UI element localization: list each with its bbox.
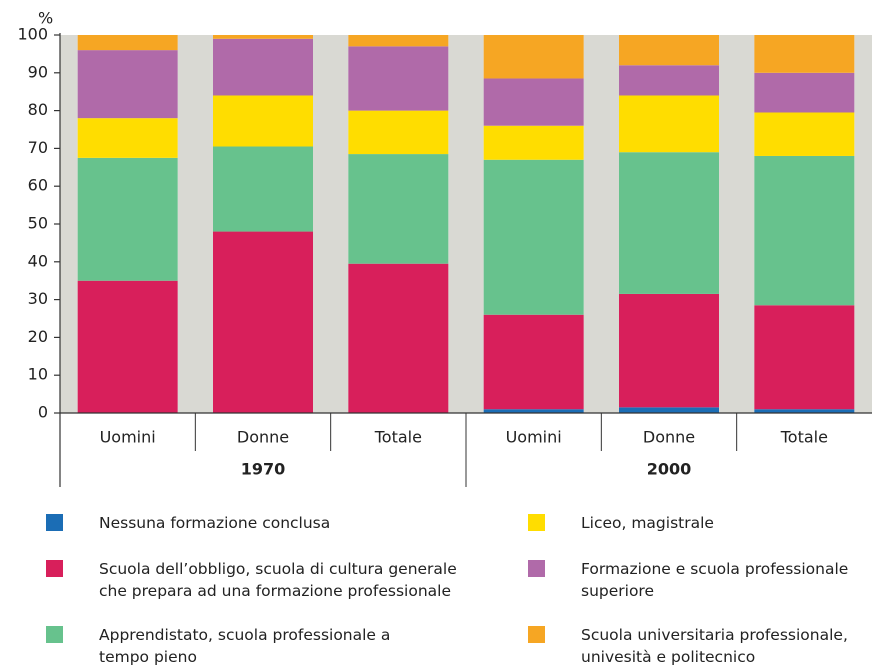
y-tick-label: 20 — [28, 327, 48, 346]
legend-label: Scuola dell’obbligo, scuola di cultura g… — [99, 560, 457, 600]
bar-segment — [348, 263, 449, 413]
bar-segment — [348, 35, 449, 47]
bar-segment — [619, 293, 719, 408]
bar-segment — [348, 154, 449, 264]
bar-segment — [483, 78, 584, 126]
legend-swatch — [46, 560, 63, 577]
bar-segment — [213, 146, 313, 232]
legend-swatch — [528, 560, 545, 577]
bar-segment — [619, 407, 719, 413]
legend-swatch — [46, 514, 63, 531]
chart: % 0 10 20 30 40 50 60 70 80 90 100 Uomini Donne Total… — [17, 9, 872, 487]
bar-segment — [213, 231, 313, 413]
legend-label: Apprendistato, scuola professionale a te… — [99, 626, 391, 666]
legend-label: Scuola universitaria professionale, univ… — [581, 626, 848, 666]
x-tick-label: Totale — [780, 428, 828, 447]
plot-background — [60, 35, 872, 413]
bar-segment — [754, 112, 855, 156]
bar-segment — [619, 152, 719, 294]
y-tick-label: 30 — [28, 289, 48, 308]
bar-segment — [483, 314, 584, 410]
x-tick-label: Totale — [374, 428, 422, 447]
bar-segment — [754, 409, 855, 413]
bar-segment — [619, 65, 719, 96]
y-tick-label: 0 — [38, 403, 48, 422]
legend-item: Formazione e scuola professionale superi… — [528, 558, 876, 602]
bar-segment — [754, 35, 855, 73]
legend-label: Nessuna formazione conclusa — [99, 514, 331, 532]
y-tick-label: 90 — [28, 62, 48, 81]
bar-segment — [483, 159, 584, 315]
bar-segment — [77, 118, 178, 158]
legend-swatch — [528, 626, 545, 643]
legend-label: Liceo, magistrale — [581, 514, 714, 532]
bar-segment — [483, 409, 584, 413]
bar-segment — [619, 35, 719, 66]
legend-item: Scuola dell’obbligo, scuola di cultura g… — [46, 558, 479, 602]
y-axis-label: % — [38, 9, 53, 28]
x-tick-label: Uomini — [100, 428, 156, 447]
x-tick-label: Donne — [237, 428, 289, 447]
bar-segment — [348, 46, 449, 111]
y-tick-label: 40 — [28, 251, 48, 270]
y-tick-label: 100 — [17, 25, 48, 44]
legend-label: Formazione e scuola professionale superi… — [581, 560, 849, 600]
y-tick-label: 70 — [28, 138, 48, 157]
bar-segment — [754, 155, 855, 306]
y-tick-label: 10 — [28, 365, 48, 384]
legend-item: Scuola universitaria professionale, univ… — [528, 624, 876, 668]
bar-segment — [77, 35, 178, 51]
bar-segment — [348, 110, 449, 155]
group-label: 1970 — [241, 460, 286, 479]
bar-segment — [754, 305, 855, 410]
y-tick-label: 50 — [28, 214, 48, 233]
bar-segment — [619, 95, 719, 153]
bar-segment — [77, 157, 178, 281]
legend-swatch — [46, 626, 63, 643]
bar-segment — [483, 125, 584, 160]
legend-item: Liceo, magistrale — [528, 512, 876, 534]
x-tick-label: Uomini — [506, 428, 562, 447]
bar-segment — [77, 280, 178, 413]
group-label: 2000 — [647, 460, 692, 479]
bar-segment — [213, 95, 313, 147]
x-tick-label: Donne — [643, 428, 695, 447]
bar-segment — [483, 35, 584, 79]
bar-segment — [754, 72, 855, 113]
legend-item: Apprendistato, scuola professionale a te… — [46, 624, 399, 668]
y-tick-label: 60 — [28, 176, 48, 195]
bar-segment — [77, 50, 178, 119]
bar-segment — [213, 38, 313, 96]
legend-swatch — [528, 514, 545, 531]
y-tick-label: 80 — [28, 100, 48, 119]
bar-segment — [213, 35, 313, 39]
legend-item: Nessuna formazione conclusa — [46, 512, 479, 534]
